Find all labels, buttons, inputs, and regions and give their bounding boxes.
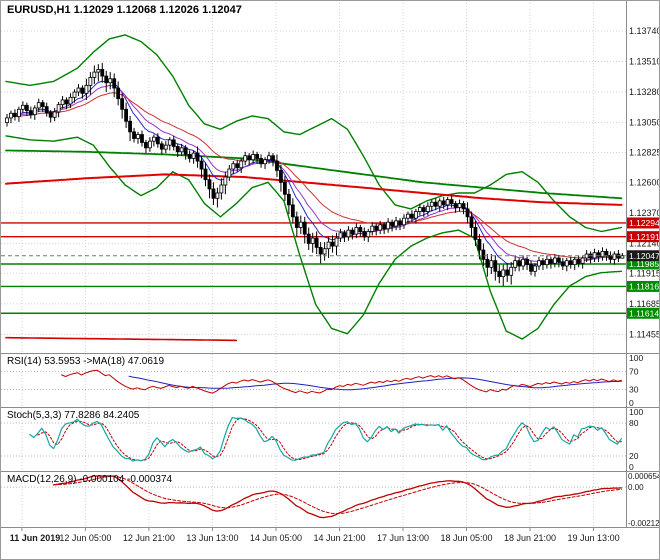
price-label-box [627,280,659,292]
rsi-ma-line [128,375,622,391]
rsi-line [61,369,622,394]
stoch-signal-line [37,417,622,462]
time-tick-label: 18 Jun 05:00 [440,533,492,543]
price-tick-label: 1.12825 [629,147,660,157]
time-tick-label: 12 Jun 05:00 [59,533,111,543]
price-label-text: 1.11614 [629,308,659,318]
ma-slow-red [5,173,623,206]
rsi-tick-label: 100 [629,353,643,363]
rsi-indicator-label: RSI(14) 53.5953 ->MA(18) 47.0619 [7,356,165,367]
macd-tick-label: -0.00212 [628,519,660,528]
stoch-panel [29,416,623,462]
price-tick-label: 1.12140 [629,238,660,248]
price-tick-label: 1.11915 [629,268,660,278]
time-tick-label: 18 Jun 21:00 [504,533,556,543]
price-label-box [627,231,659,243]
price-tick-label: 1.11685 [629,299,660,309]
price-label-box [627,250,659,262]
macd-indicator-label: MACD(12,26,9) -0.000104 -0.000374 [7,474,173,485]
rsi-tick-label: 0 [629,398,634,408]
time-tick-label: 14 Jun 21:00 [313,533,365,543]
stoch-main-line [29,416,623,462]
candlestick-series [5,62,625,286]
bollinger-upper [5,34,623,233]
price-label-box [627,307,659,319]
panel-separators [1,1,659,528]
chart-title: EURUSD,H1 1.12029 1.12068 1.12026 1.1204… [7,4,242,16]
price-tick-label: 1.13050 [629,118,660,128]
time-tick-label: 17 Jun 13:00 [377,533,429,543]
macd-main-line [52,475,623,519]
time-tick-label: 11 Jun 2019 [10,533,61,543]
time-tick-label: 14 Jun 05:00 [250,533,302,543]
support-resistance-lines [1,222,626,342]
price-tick-label: 1.13280 [629,87,660,97]
price-tick-label: 1.12600 [629,177,660,187]
time-axis: 11 Jun 2019 12 Jun 05:00 12 Jun 21:00 13 Ju… [10,527,620,543]
red-ma-segment [5,336,238,342]
price-label-box [627,217,659,229]
macd-tick-label: 0.000654 [628,472,660,481]
price-axis: 1.13740 1.13510 1.13280 1.13050 1.12825 1.126… [627,26,660,339]
rsi-panel [61,369,622,394]
ma-slow-green [5,149,623,200]
stoch-tick-label: 20 [629,451,639,461]
macd-tick-label: 0.00 [628,483,644,492]
bollinger-lower [5,135,623,340]
time-tick-label: 13 Jun 13:00 [186,533,238,543]
price-tick-label: 1.13510 [629,56,660,66]
stoch-tick-label: 0 [629,462,634,472]
stoch-tick-label: 100 [629,407,643,417]
stoch-tick-label: 80 [629,418,639,428]
price-label-box [627,258,659,270]
price-label-text: 1.12047 [629,251,660,261]
price-tick-label: 1.13740 [629,26,660,36]
time-tick-label: 19 Jun 13:00 [568,533,620,543]
time-tick-label: 12 Jun 21:00 [123,533,175,543]
price-label-text: 1.12191 [629,232,660,242]
price-label-text: 1.11816 [629,282,659,292]
price-tick-label: 1.12370 [629,208,660,218]
price-label-text: 1.12294 [629,218,660,228]
macd-panel [52,475,623,519]
rsi-tick-label: 30 [629,385,639,395]
stoch-indicator-label: Stoch(5,3,3) 77.8286 84.2405 [7,410,140,421]
price-label-text: 1.11985 [629,259,659,269]
rsi-tick-label: 70 [629,367,639,377]
price-tick-label: 1.11455 [629,329,660,339]
